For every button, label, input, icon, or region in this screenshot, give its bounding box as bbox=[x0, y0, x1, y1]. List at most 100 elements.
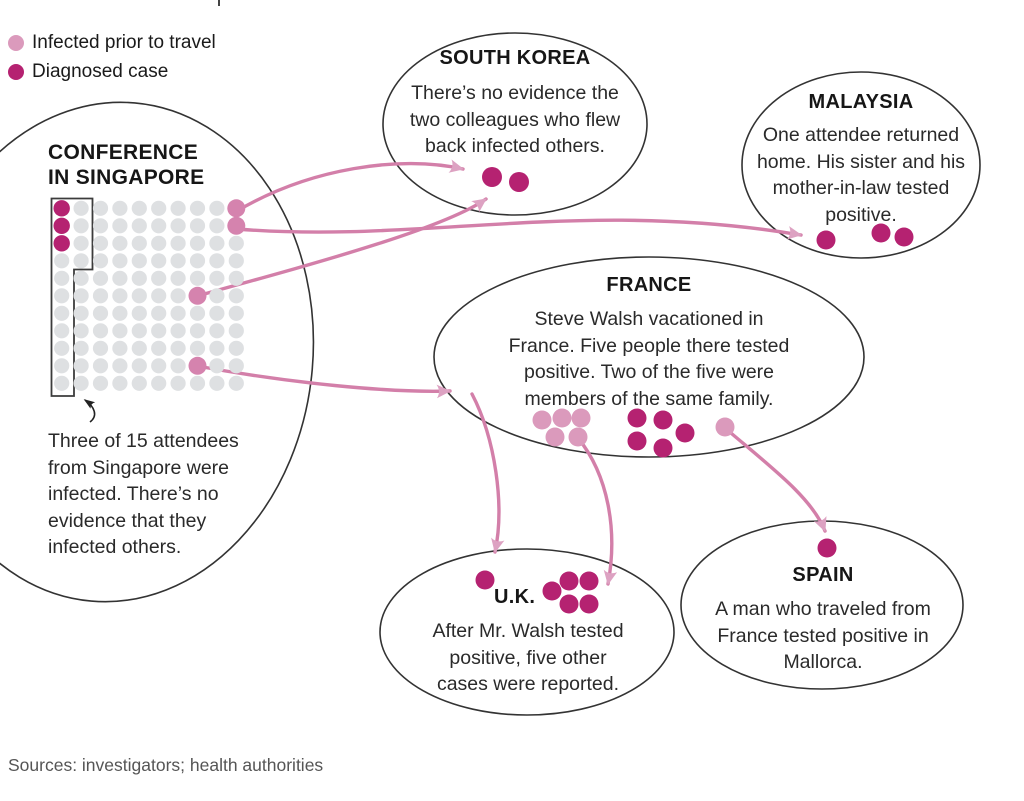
grid-dot bbox=[151, 235, 167, 251]
grid-dot bbox=[112, 358, 128, 374]
grid-dot bbox=[170, 323, 186, 339]
grid-dot bbox=[189, 253, 206, 269]
dot-prior bbox=[545, 427, 565, 447]
dot-case bbox=[559, 594, 579, 614]
dot-case bbox=[542, 581, 562, 601]
legend-label-prior: Infected prior to travel bbox=[32, 32, 216, 53]
grid-dot bbox=[189, 375, 206, 391]
arrow-singapore-to-malaysia bbox=[235, 218, 803, 240]
grid-dot bbox=[112, 200, 128, 216]
grid-dot bbox=[92, 270, 109, 286]
grid-dot bbox=[170, 270, 186, 286]
grid-dot bbox=[73, 235, 89, 251]
spain-body: A man who traveled from France tested po… bbox=[715, 598, 931, 673]
ellipse-uk bbox=[379, 548, 675, 716]
case-legend-dot-icon bbox=[8, 63, 24, 80]
grid-dot bbox=[209, 200, 225, 216]
dot-case bbox=[675, 423, 695, 443]
box-pointer-arrow bbox=[83, 399, 96, 423]
legend-item-case: Diagnosed case bbox=[8, 59, 216, 84]
grid-dot bbox=[209, 375, 225, 391]
grid-dot bbox=[151, 323, 167, 339]
grid-dot bbox=[92, 323, 109, 339]
arrow-france-to-uk-1 bbox=[470, 392, 505, 554]
grid-dot bbox=[73, 288, 89, 304]
grid-dot bbox=[209, 253, 225, 269]
grid-dot bbox=[92, 288, 109, 304]
arrow-singapore-to-south-korea-1 bbox=[235, 159, 465, 213]
spain-title: SPAIN bbox=[792, 564, 854, 586]
grid-dot-traveler bbox=[188, 286, 207, 305]
dot-case bbox=[579, 571, 599, 591]
grid-dot bbox=[131, 288, 147, 304]
grid-dot bbox=[54, 288, 70, 304]
dot-prior bbox=[571, 408, 591, 428]
grid-dot bbox=[151, 200, 167, 216]
grid-dot bbox=[92, 253, 109, 269]
grid-dot bbox=[73, 218, 89, 234]
grid-dot-traveler bbox=[227, 216, 246, 235]
grid-dot bbox=[209, 323, 225, 339]
grid-dot bbox=[228, 305, 244, 321]
grid-dot bbox=[73, 305, 89, 321]
legend-label-case: Diagnosed case bbox=[32, 61, 169, 82]
grid-dot bbox=[228, 340, 244, 356]
grid-dot bbox=[170, 340, 186, 356]
dots-layer bbox=[53, 167, 914, 614]
grid-dot bbox=[54, 358, 70, 374]
grid-dot bbox=[73, 340, 89, 356]
grid-dot bbox=[170, 305, 186, 321]
grid-dot bbox=[151, 358, 167, 374]
grid-dot bbox=[151, 270, 167, 286]
grid-dot bbox=[112, 323, 128, 339]
grid-dot bbox=[228, 270, 244, 286]
sources-note: Sources: investigators; health authoriti… bbox=[8, 755, 324, 775]
grid-dot bbox=[228, 253, 244, 269]
grid-dot bbox=[189, 340, 206, 356]
grid-dot bbox=[112, 305, 128, 321]
malaysia-title: MALAYSIA bbox=[808, 91, 914, 113]
grid-dot bbox=[209, 270, 225, 286]
grid-dot bbox=[112, 218, 128, 234]
grid-dot bbox=[92, 305, 109, 321]
grid-dot bbox=[92, 358, 109, 374]
grid-dot bbox=[170, 253, 186, 269]
grid-dot bbox=[209, 340, 225, 356]
grid-dot bbox=[73, 323, 89, 339]
grid-dot bbox=[209, 358, 225, 374]
prior-legend-dot-icon bbox=[8, 34, 24, 51]
grid-dot bbox=[151, 218, 167, 234]
grid-dot bbox=[131, 218, 147, 234]
grid-dot-infected bbox=[53, 235, 70, 252]
grid-dot bbox=[228, 375, 244, 391]
dot-prior bbox=[532, 410, 552, 430]
ellipse-france bbox=[433, 256, 865, 458]
grid-dot bbox=[131, 200, 147, 216]
grid-dot bbox=[170, 200, 186, 216]
dot-prior bbox=[552, 408, 572, 428]
grid-dot bbox=[228, 235, 244, 251]
grid-dot bbox=[170, 358, 186, 374]
grid-dot bbox=[112, 288, 128, 304]
france-title: FRANCE bbox=[606, 274, 692, 296]
arrow-singapore-to-south-korea-2 bbox=[195, 197, 488, 298]
grid-dot bbox=[131, 235, 147, 251]
grid-dot bbox=[189, 270, 206, 286]
grid-dot bbox=[54, 323, 70, 339]
grid-dot bbox=[131, 270, 147, 286]
dot-case bbox=[871, 223, 891, 243]
arrow-france-to-uk-2 bbox=[576, 436, 618, 586]
south-korea-body: There’s no evidence the two colleagues w… bbox=[409, 82, 621, 157]
grid-dot bbox=[189, 323, 206, 339]
malaysia-body: One attendee returned home. His sister a… bbox=[756, 124, 966, 226]
dot-case bbox=[579, 594, 599, 614]
grid-dot bbox=[228, 323, 244, 339]
grid-dot bbox=[54, 375, 70, 391]
grid-dot bbox=[228, 358, 244, 374]
grid-dot bbox=[189, 305, 206, 321]
dot-case bbox=[653, 410, 673, 430]
grid-dot bbox=[112, 235, 128, 251]
grid-dot bbox=[209, 235, 225, 251]
